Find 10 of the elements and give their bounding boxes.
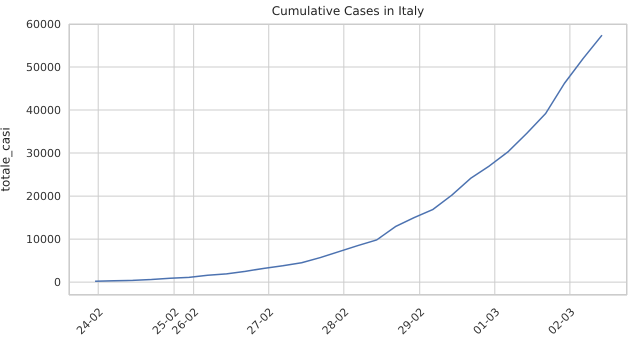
y-tick-label: 40000 <box>26 104 61 117</box>
y-tick-label: 10000 <box>26 232 61 246</box>
y-tick-label: 50000 <box>26 60 61 74</box>
y-tick-label: 30000 <box>26 146 61 160</box>
line-series <box>94 34 603 282</box>
y-tick-label: 60000 <box>26 18 61 31</box>
y-axis-title: totale_casi <box>0 127 12 192</box>
chart-title: Cumulative Cases in Italy <box>270 4 426 18</box>
y-tick-label: 0 <box>54 276 61 289</box>
y-tick-label: 20000 <box>26 190 61 203</box>
